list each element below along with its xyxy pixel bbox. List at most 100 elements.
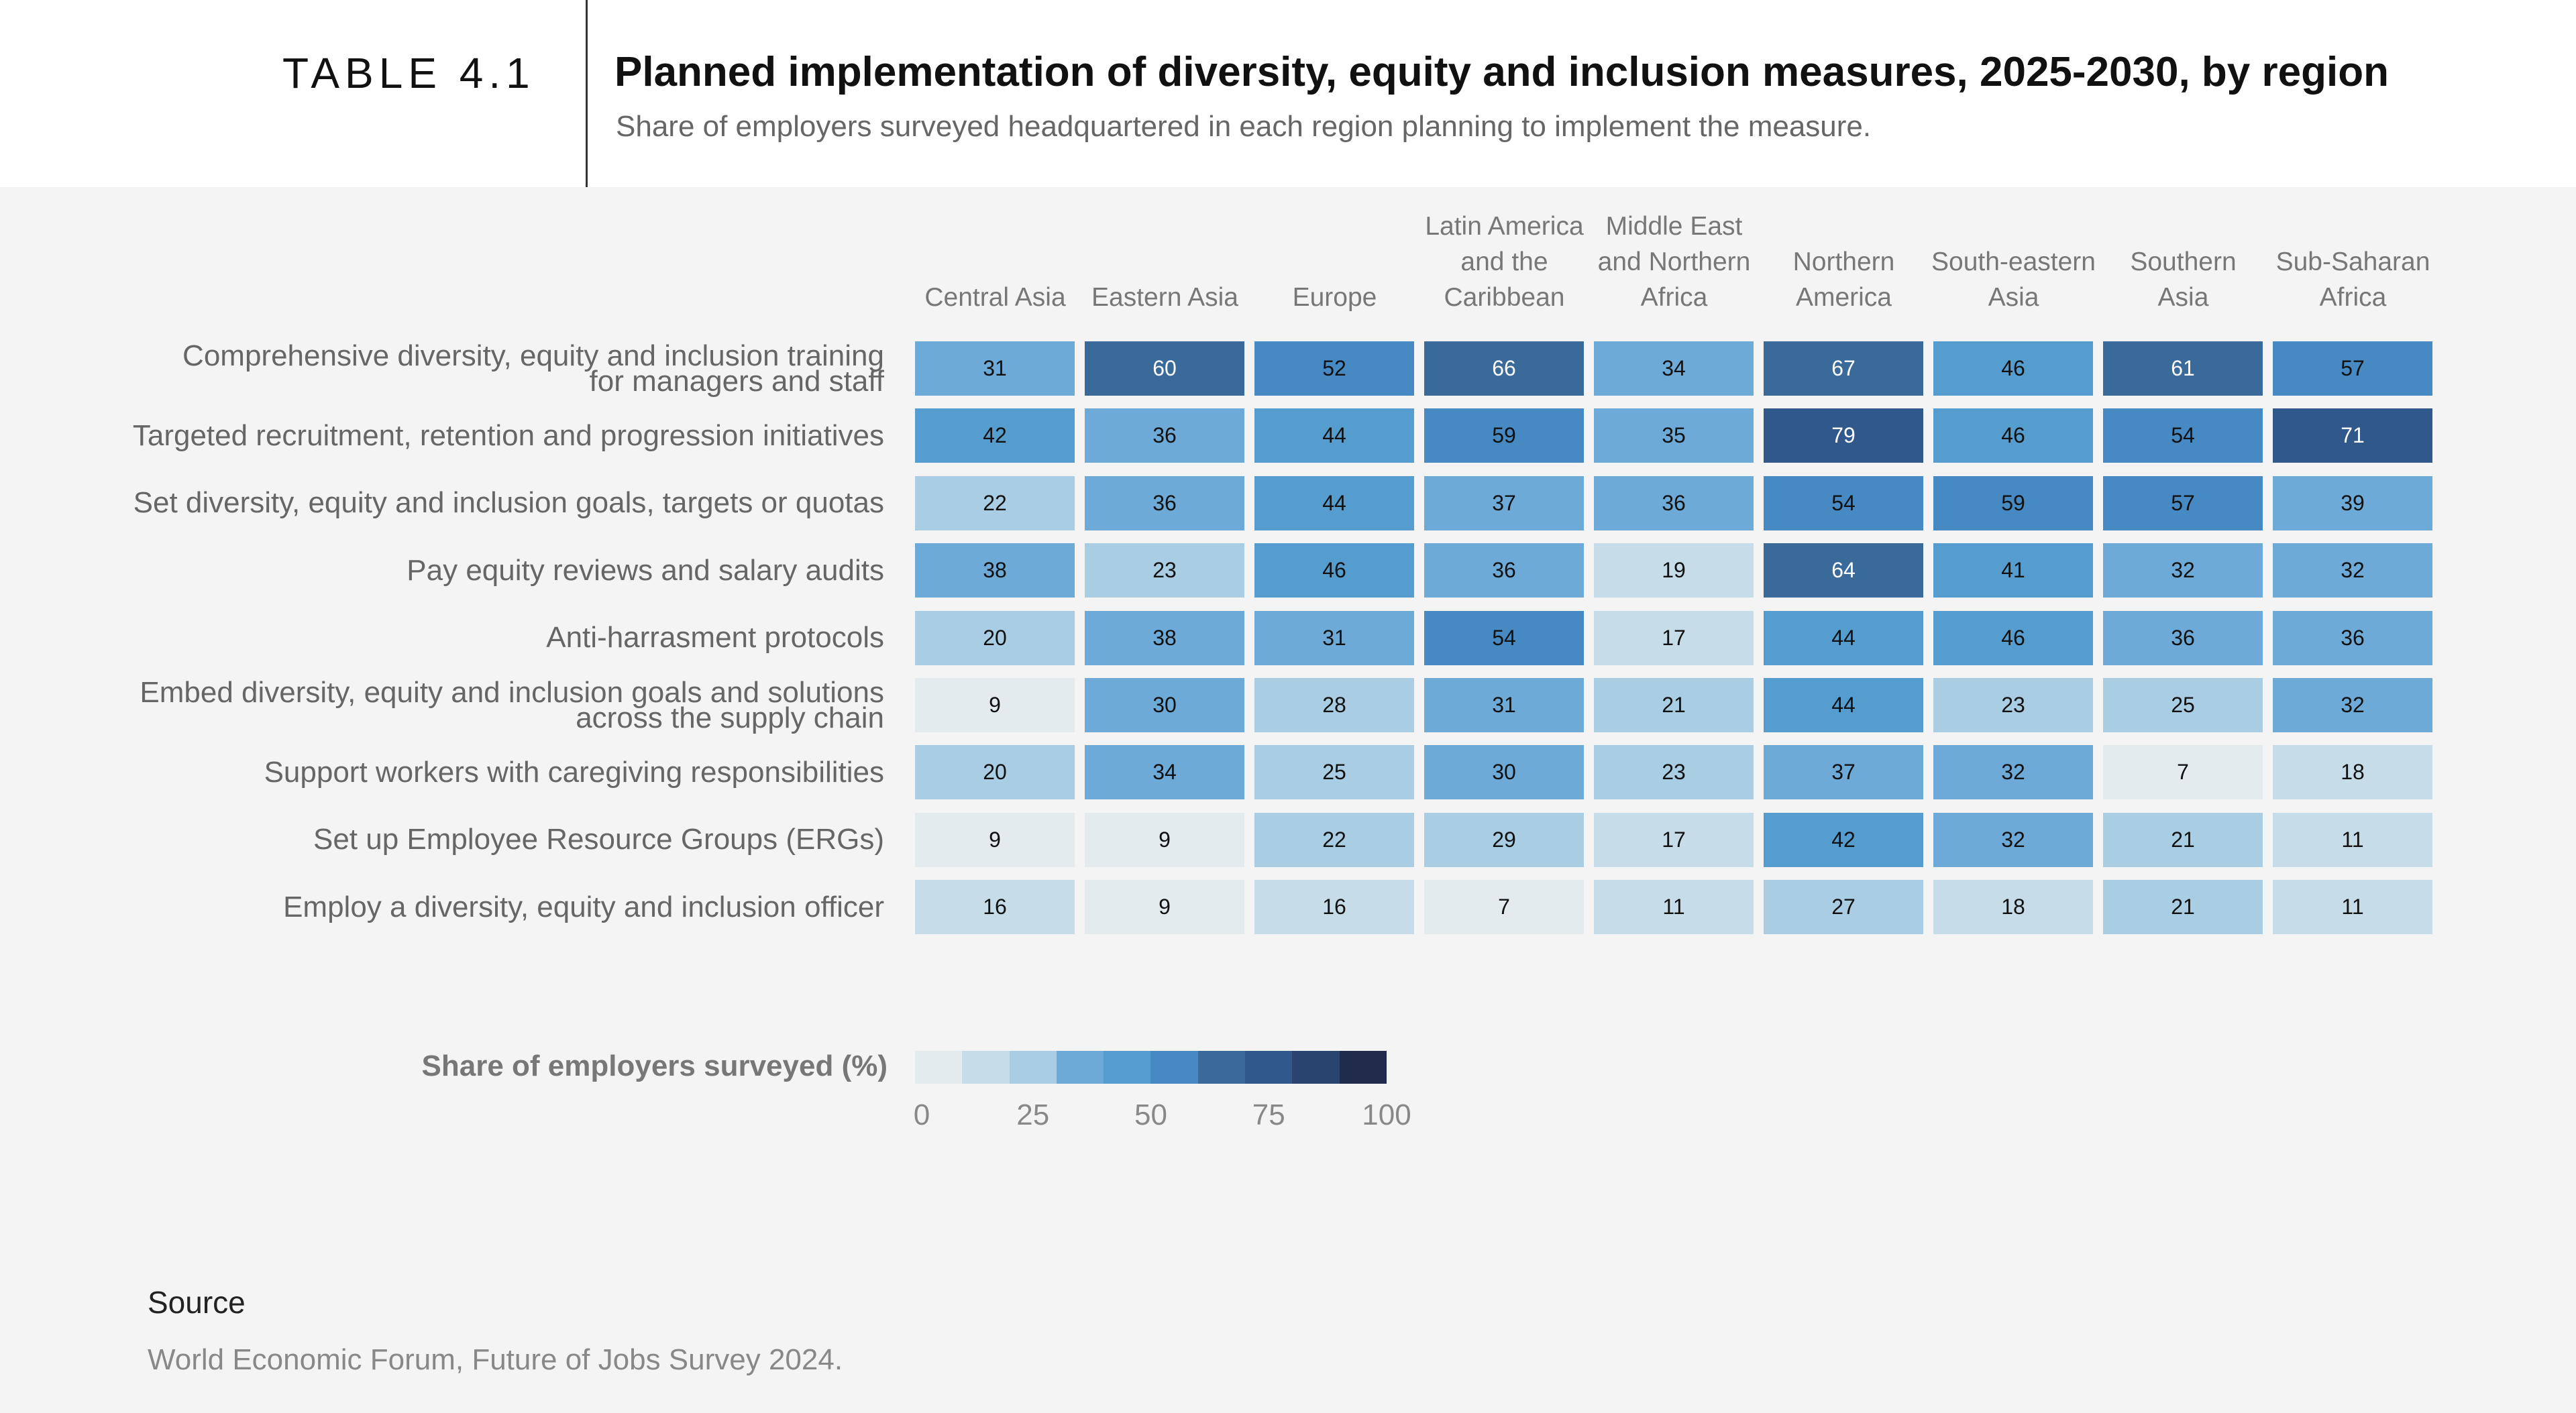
heatmap-cell: 31 <box>915 341 1075 396</box>
chart-subtitle: Share of employers surveyed headquartere… <box>616 110 1872 143</box>
legend-swatch <box>962 1051 1010 1084</box>
heatmap-cell: 23 <box>1933 678 2093 732</box>
column-header: Sub-Saharan Africa <box>2275 247 2430 312</box>
heatmap-cell: 38 <box>1085 610 1244 665</box>
legend-tick-label: 100 <box>1362 1098 1411 1131</box>
heatmap-cell: 66 <box>1424 341 1584 396</box>
heatmap-cell: 46 <box>1933 408 2093 463</box>
row-label: Anti-harrasment protocols <box>546 621 884 655</box>
heatmap-cell: 16 <box>1254 880 1414 935</box>
row-label: Comprehensive diversity, equity and incl… <box>182 339 884 398</box>
heatmap-cell: 36 <box>1424 543 1584 598</box>
heatmap-cell: 67 <box>1764 341 1923 396</box>
row-label: Support workers with caregiving responsi… <box>264 755 884 789</box>
heatmap-cell: 31 <box>1254 610 1414 665</box>
heatmap-cell: 16 <box>915 880 1075 935</box>
heatmap-cell: 23 <box>1085 543 1244 598</box>
header: TABLE 4.1 Planned implementation of dive… <box>0 0 2576 187</box>
heatmap-cell: 60 <box>1085 341 1244 396</box>
heatmap-cell: 25 <box>2103 678 2263 732</box>
heatmap-cell: 38 <box>915 543 1075 598</box>
heatmap-cell: 46 <box>1933 610 2093 665</box>
heatmap-cell: 28 <box>1254 678 1414 732</box>
heatmap-cell: 11 <box>2273 880 2432 935</box>
heatmap-cell: 44 <box>1764 678 1923 732</box>
heatmap-cell: 22 <box>1254 812 1414 867</box>
heatmap-cell: 20 <box>915 610 1075 665</box>
heatmap-cell: 54 <box>2103 408 2263 463</box>
heatmap-cell: 17 <box>1594 610 1754 665</box>
heatmap-cell: 22 <box>915 475 1075 530</box>
heatmap-cell: 44 <box>1254 475 1414 530</box>
heatmap-cell: 32 <box>1933 745 2093 800</box>
legend-swatch <box>1150 1051 1198 1084</box>
heatmap-cell: 57 <box>2273 341 2432 396</box>
legend-tick-label: 0 <box>913 1098 930 1131</box>
heatmap-cell: 17 <box>1594 812 1754 867</box>
heatmap-cell: 21 <box>2103 812 2263 867</box>
row-label: Employ a diversity, equity and inclusion… <box>283 890 884 923</box>
legend-color-scale <box>915 1051 1387 1084</box>
heatmap-cell: 21 <box>2103 880 2263 935</box>
heatmap-cell: 9 <box>915 812 1075 867</box>
legend-swatch <box>1009 1051 1057 1084</box>
legend-swatch <box>1245 1051 1293 1084</box>
heatmap-cell: 36 <box>1085 408 1244 463</box>
column-header: Central Asia <box>924 283 1066 312</box>
heatmap-cell: 44 <box>1254 408 1414 463</box>
heatmap-cell: 19 <box>1594 543 1754 598</box>
heatmap-cell: 21 <box>1594 678 1754 732</box>
legend-tick-label: 25 <box>1016 1098 1050 1131</box>
heatmap-cell: 34 <box>1594 341 1754 396</box>
heatmap-cell: 57 <box>2103 475 2263 530</box>
heatmap-cell: 37 <box>1764 745 1923 800</box>
heatmap-cell: 37 <box>1424 475 1584 530</box>
heatmap-cell: 61 <box>2103 341 2263 396</box>
heatmap-cell: 36 <box>2273 610 2432 665</box>
column-header: Middle East and Northern Africa <box>1597 212 1751 312</box>
heatmap-cell: 18 <box>2273 745 2432 800</box>
legend-tick-label: 50 <box>1134 1098 1167 1131</box>
legend-swatch <box>1339 1051 1387 1084</box>
heatmap-cell: 29 <box>1424 812 1584 867</box>
header-divider <box>586 0 588 187</box>
heatmap-cell: 31 <box>1424 678 1584 732</box>
legend-swatch <box>915 1051 963 1084</box>
column-header: Eastern Asia <box>1091 283 1238 312</box>
column-header: Northern America <box>1792 247 1895 312</box>
heatmap-cell: 32 <box>2273 543 2432 598</box>
legend-swatch <box>1056 1051 1104 1084</box>
heatmap-cell: 32 <box>2103 543 2263 598</box>
column-header: Europe <box>1292 283 1377 312</box>
heatmap-cell: 20 <box>915 745 1075 800</box>
heatmap-cell: 35 <box>1594 408 1754 463</box>
row-label: Set up Employee Resource Groups (ERGs) <box>313 823 884 856</box>
legend-label: Share of employers surveyed (%) <box>421 1050 888 1082</box>
heatmap-cell: 30 <box>1424 745 1584 800</box>
source-heading: Source <box>148 1285 246 1320</box>
legend-tick-label: 75 <box>1252 1098 1285 1131</box>
heatmap-cell: 42 <box>1764 812 1923 867</box>
heatmap-cell: 39 <box>2273 475 2432 530</box>
heatmap-cell: 34 <box>1085 745 1244 800</box>
row-label: Embed diversity, equity and inclusion go… <box>140 675 884 734</box>
heatmap-cell: 11 <box>2273 812 2432 867</box>
heatmap-cell: 18 <box>1933 880 2093 935</box>
heatmap-cell: 46 <box>1254 543 1414 598</box>
heatmap-cell: 54 <box>1424 610 1584 665</box>
legend-swatch <box>1292 1051 1340 1084</box>
heatmap-cell: 54 <box>1764 475 1923 530</box>
column-header: Southern Asia <box>2130 247 2237 312</box>
heatmap-cell: 52 <box>1254 341 1414 396</box>
row-label: Set diversity, equity and inclusion goal… <box>133 486 884 520</box>
heatmap-cell: 64 <box>1764 543 1923 598</box>
heatmap-cell: 42 <box>915 408 1075 463</box>
heatmap-cell: 59 <box>1933 475 2093 530</box>
heatmap-cell: 41 <box>1933 543 2093 598</box>
heatmap-cell: 36 <box>1085 475 1244 530</box>
row-label: Targeted recruitment, retention and prog… <box>132 418 884 452</box>
heatmap-cell: 36 <box>1594 475 1754 530</box>
source-text: World Economic Forum, Future of Jobs Sur… <box>148 1343 843 1376</box>
chart-title: Planned implementation of diversity, equ… <box>614 49 2389 95</box>
heatmap-cell: 27 <box>1764 880 1923 935</box>
